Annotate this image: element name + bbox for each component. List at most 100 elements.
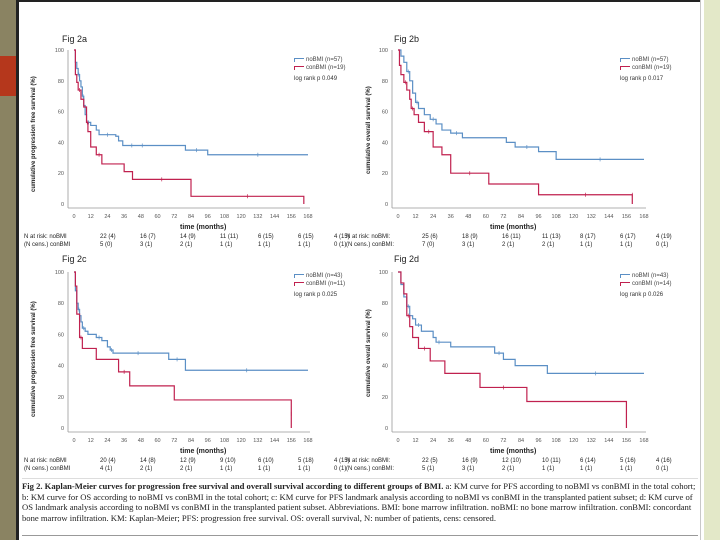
at-risk-row-label: N at risk: noBMI: <box>346 234 391 240</box>
at-risk-cell: 4 (15) <box>334 234 350 240</box>
x-tick-label: 144 <box>270 438 279 444</box>
frame-right-border <box>700 0 701 540</box>
at-risk-cell: 0 (1) <box>656 242 669 248</box>
x-tick-label: 132 <box>253 438 262 444</box>
x-tick-label: 132 <box>587 214 596 220</box>
at-risk-cell: 14 (9) <box>180 234 196 240</box>
at-risk-cell: 16 (7) <box>140 234 156 240</box>
x-tick-label: 120 <box>569 438 578 444</box>
x-tick-label: 12 <box>413 214 419 220</box>
x-tick-label: 156 <box>622 438 631 444</box>
at-risk-cell: 6 (10) <box>258 458 274 464</box>
km-curve-nobmi <box>398 49 644 160</box>
y-tick-label: 0 <box>61 426 64 432</box>
legend-item-conbmi: conBMI (n=11) <box>294 280 345 288</box>
legend-label: noBMI (n=43) <box>306 273 343 279</box>
x-tick-label: 72 <box>171 438 177 444</box>
x-tick-label: 84 <box>518 214 524 220</box>
y-tick-label: 80 <box>58 301 64 307</box>
at-risk-cell: 9 (10) <box>220 458 236 464</box>
x-tick-label: 12 <box>88 438 94 444</box>
legend: noBMI (n=57) conBMI (n=19) log rank p 0.… <box>294 56 346 83</box>
legend-label: conBMI (n=19) <box>306 65 346 71</box>
legend-item-conbmi: conBMI (n=14) <box>620 280 672 288</box>
x-axis-title: time (months) <box>180 224 227 231</box>
x-tick-label: 12 <box>88 214 94 220</box>
x-axis-title: time (months) <box>490 448 537 455</box>
right-decor-strip <box>704 0 720 540</box>
x-tick-label: 84 <box>188 214 194 220</box>
y-tick-label: 0 <box>385 426 388 432</box>
x-tick-label: 108 <box>220 438 229 444</box>
x-tick-label: 120 <box>569 214 578 220</box>
at-risk-cell: 16 (11) <box>502 234 521 240</box>
y-tick-label: 100 <box>379 270 388 276</box>
fig-label: Fig 2d <box>394 254 420 264</box>
legend-item-nobmi: noBMI (n=43) <box>294 272 345 280</box>
at-risk-cell: 0 (1) <box>334 242 347 248</box>
at-risk-cell: 10 (11) <box>542 458 561 464</box>
at-risk-table: N at risk: noBMI: 22 (5) 16 (9) 12 (10) 10 (… <box>344 457 684 473</box>
x-tick-label: 156 <box>287 214 296 220</box>
x-tick-label: 48 <box>465 214 471 220</box>
at-risk-cell: 1 (1) <box>298 466 311 472</box>
at-risk-cell: 3 (1) <box>462 242 475 248</box>
at-risk-cell: 1 (1) <box>220 242 233 248</box>
log-rank-annotation: log rank p 0.049 <box>294 76 338 82</box>
x-tick-label: 72 <box>500 438 506 444</box>
x-tick-label: 168 <box>639 438 648 444</box>
km-curve-nobmi <box>74 49 308 156</box>
at-risk-cell: 4 (15) <box>334 458 350 464</box>
x-tick-label: 0 <box>72 438 75 444</box>
x-tick-label: 168 <box>303 214 312 220</box>
x-tick-label: 84 <box>518 438 524 444</box>
km-plot: 0 20 40 60 80 100 0 12 24 36 48 60 72 84 96 108 120 132 14… <box>379 48 649 220</box>
legend-label: noBMI (n=57) <box>306 57 343 63</box>
at-risk-row-label: (N cens.) conBMI <box>24 242 71 248</box>
fig-label: Fig 2a <box>62 34 88 44</box>
at-risk-row-label: (N cens.) conBMI <box>24 466 71 472</box>
x-tick-label: 36 <box>121 438 127 444</box>
y-tick-label: 80 <box>58 79 64 85</box>
at-risk-row: N at risk: noBMI: 22 (5) 16 (9) 12 (10) 10 (… <box>344 457 684 465</box>
at-risk-cell: 6 (15) <box>258 234 274 240</box>
km-plot: 0 20 40 60 80 100 0 12 24 36 48 60 72 84 96 108 120 132 14… <box>55 270 313 444</box>
at-risk-row: (N cens.) conBMI: 7 (0) 3 (1) 2 (1) 2 (1) 1 (… <box>344 241 684 249</box>
log-rank-annotation: log rank p 0.025 <box>294 292 338 298</box>
at-risk-cell: 2 (1) <box>180 466 193 472</box>
at-risk-cell: 1 (1) <box>580 466 593 472</box>
x-tick-label: 12 <box>413 438 419 444</box>
x-tick-label: 24 <box>430 214 436 220</box>
at-risk-cell: 18 (9) <box>462 234 478 240</box>
at-risk-cell: 5 (18) <box>298 458 314 464</box>
km-curve-conbmi <box>74 49 305 204</box>
y-tick-label: 40 <box>382 364 388 370</box>
at-risk-cell: 3 (1) <box>140 242 153 248</box>
at-risk-row: (N cens.) conBMI: 5 (1) 3 (1) 2 (1) 1 (1) 1 (… <box>344 465 684 473</box>
at-risk-cell: 1 (1) <box>258 466 271 472</box>
km-curve-conbmi <box>398 49 633 204</box>
at-risk-cell: 6 (17) <box>620 234 636 240</box>
km-curve-nobmi <box>74 271 308 371</box>
legend-swatch-nobmi <box>620 274 630 278</box>
x-tick-label: 24 <box>104 214 110 220</box>
x-tick-label: 96 <box>536 214 542 220</box>
y-tick-label: 100 <box>379 48 388 54</box>
x-tick-label: 84 <box>188 438 194 444</box>
legend-swatch-nobmi <box>294 274 304 278</box>
at-risk-row: (N cens.) conBMI 5 (0) 3 (1) 2 (1) 1 (1) 1 (1… <box>22 241 362 249</box>
at-risk-cell: 2 (1) <box>542 242 555 248</box>
at-risk-cell: 1 (1) <box>580 242 593 248</box>
legend-item-conbmi: conBMI (n=19) <box>294 64 346 72</box>
at-risk-row: N at risk: noBMI 20 (4) 14 (8) 12 (9) 9 (10)… <box>22 457 362 465</box>
caption-separator <box>22 478 698 479</box>
at-risk-cell: 1 (1) <box>258 242 271 248</box>
figure-caption: Fig 2. Kaplan-Meier curves for progressi… <box>22 481 698 523</box>
y-tick-label: 0 <box>385 202 388 208</box>
at-risk-cell: 12 (9) <box>180 458 196 464</box>
at-risk-table: N at risk: noBMI 20 (4) 14 (8) 12 (9) 9 (10)… <box>22 457 362 473</box>
y-tick-label: 20 <box>58 395 64 401</box>
at-risk-cell: 4 (16) <box>656 458 672 464</box>
y-tick-label: 80 <box>382 79 388 85</box>
frame-top-border <box>18 0 701 2</box>
